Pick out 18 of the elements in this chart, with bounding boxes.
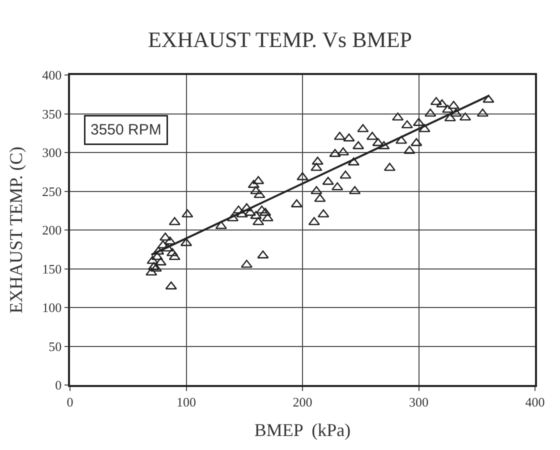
x-tick-label: 300 <box>409 394 428 410</box>
x-axis-title: BMEP (kPa) <box>254 420 351 440</box>
y-tick-label: 350 <box>42 106 62 122</box>
y-tick-label: 300 <box>42 145 62 160</box>
y-tick-label: 100 <box>42 300 62 316</box>
x-tick-label: 100 <box>176 394 196 410</box>
y-tick-label: 400 <box>42 68 62 83</box>
x-tick-label: 200 <box>292 394 312 410</box>
y-axis-title: EXHAUST TEMP. (C) <box>6 146 26 314</box>
chart-title: EXHAUST TEMP. Vs BMEP <box>148 26 412 52</box>
x-tick-label: 400 <box>525 394 545 410</box>
y-tick-label: 200 <box>42 222 62 238</box>
annotation: 3550 RPM <box>90 122 162 138</box>
y-tick-label: 250 <box>42 184 62 199</box>
y-tick-label: 50 <box>48 338 62 354</box>
x-tick-label: 0 <box>66 394 74 410</box>
y-tick-label: 0 <box>55 378 62 393</box>
y-tick-label: 150 <box>42 261 62 276</box>
